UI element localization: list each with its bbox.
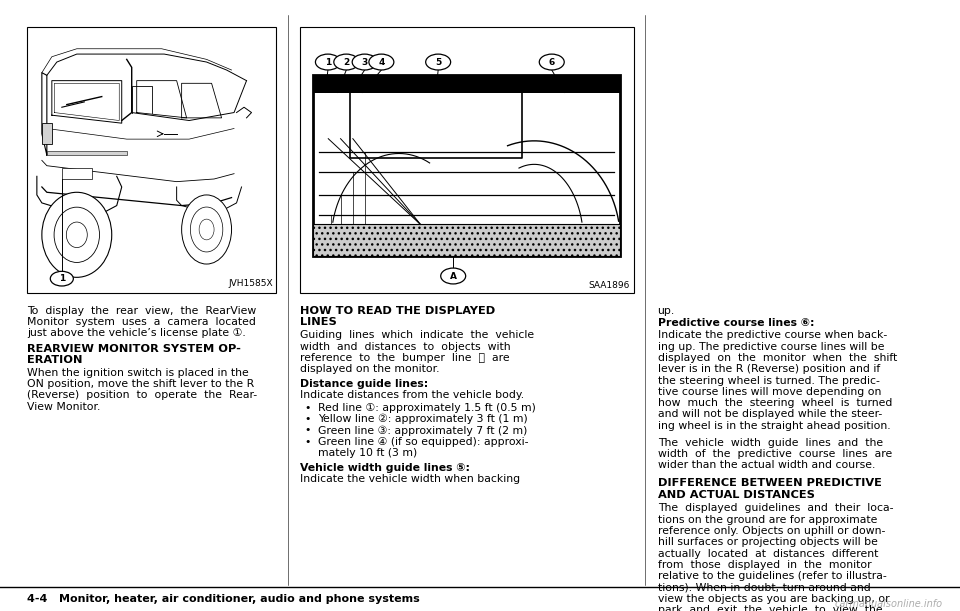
Text: •: • (304, 403, 311, 412)
Text: hill surfaces or projecting objects will be: hill surfaces or projecting objects will… (658, 537, 877, 547)
Ellipse shape (190, 207, 223, 252)
Text: SAA1896: SAA1896 (588, 280, 630, 290)
Bar (313, 75, 620, 92)
Text: 1: 1 (59, 274, 65, 283)
Bar (42, 123, 52, 144)
Bar (47, 151, 127, 155)
Text: 6: 6 (548, 57, 555, 67)
Text: REARVIEW MONITOR SYSTEM OP-: REARVIEW MONITOR SYSTEM OP- (27, 344, 241, 354)
Text: Green line ④ (if so equipped): approxi-: Green line ④ (if so equipped): approxi- (318, 437, 528, 447)
Ellipse shape (54, 207, 100, 263)
Circle shape (441, 268, 466, 284)
Circle shape (50, 271, 73, 286)
Text: Distance guide lines:: Distance guide lines: (300, 379, 429, 389)
Text: tive course lines will move depending on: tive course lines will move depending on (658, 387, 881, 397)
Circle shape (540, 54, 564, 70)
Ellipse shape (199, 219, 214, 240)
Text: lever is in the R (Reverse) position and if: lever is in the R (Reverse) position and… (658, 364, 880, 375)
Text: reference  to  the  bumper  line  Ⓐ  are: reference to the bumper line Ⓐ are (300, 353, 510, 363)
Text: 4: 4 (378, 57, 385, 67)
Text: DIFFERENCE BETWEEN PREDICTIVE: DIFFERENCE BETWEEN PREDICTIVE (658, 478, 881, 488)
Text: •: • (304, 437, 311, 447)
Bar (61, 169, 92, 179)
Text: The  displayed  guidelines  and  their  loca-: The displayed guidelines and their loca- (658, 503, 893, 513)
Text: displayed  on  the  monitor  when  the  shift: displayed on the monitor when the shift (658, 353, 897, 363)
Text: Indicate the predictive course when back-: Indicate the predictive course when back… (658, 331, 887, 340)
Text: The  vehicle  width  guide  lines  and  the: The vehicle width guide lines and the (658, 437, 883, 448)
Text: tions on the ground are for approximate: tions on the ground are for approximate (658, 514, 877, 525)
Text: Red line ①: approximately 1.5 ft (0.5 m): Red line ①: approximately 1.5 ft (0.5 m) (318, 403, 536, 412)
Text: the steering wheel is turned. The predic-: the steering wheel is turned. The predic… (658, 376, 879, 386)
Bar (300, 27, 634, 293)
Text: carmanualsonline.info: carmanualsonline.info (834, 599, 943, 609)
Bar (313, 224, 620, 256)
Text: Guiding  lines  which  indicate  the  vehicle: Guiding lines which indicate the vehicle (300, 331, 535, 340)
Text: actually  located  at  distances  different: actually located at distances different (658, 549, 878, 558)
Text: HOW TO READ THE DISPLAYED: HOW TO READ THE DISPLAYED (300, 306, 495, 315)
Text: and will not be displayed while the steer-: and will not be displayed while the stee… (658, 409, 882, 420)
Text: Indicate distances from the vehicle body.: Indicate distances from the vehicle body… (300, 390, 524, 400)
Text: Yellow line ②: approximately 3 ft (1 m): Yellow line ②: approximately 3 ft (1 m) (318, 414, 527, 425)
Circle shape (369, 54, 394, 70)
Text: view the objects as you are backing up, or: view the objects as you are backing up, … (658, 594, 889, 604)
Text: ing wheel is in the straight ahead position.: ing wheel is in the straight ahead posit… (658, 421, 890, 431)
Text: To  display  the  rear  view,  the  RearView: To display the rear view, the RearView (27, 306, 256, 315)
Circle shape (334, 54, 359, 70)
Text: ing up. The predictive course lines will be: ing up. The predictive course lines will… (658, 342, 884, 352)
Text: tions). When in doubt, turn around and: tions). When in doubt, turn around and (658, 582, 871, 593)
Text: Predictive course lines ⑥:: Predictive course lines ⑥: (658, 318, 814, 328)
Text: just above the vehicle’s license plate ①.: just above the vehicle’s license plate ①… (27, 328, 246, 338)
Text: Vehicle width guide lines ⑤:: Vehicle width guide lines ⑤: (300, 463, 470, 473)
Text: JVH1585X: JVH1585X (228, 279, 273, 288)
Circle shape (425, 54, 450, 70)
Text: •: • (304, 414, 311, 424)
Text: When the ignition switch is placed in the: When the ignition switch is placed in th… (27, 368, 249, 378)
Text: 2: 2 (343, 57, 349, 67)
Text: (Reverse)  position  to  operate  the  Rear-: (Reverse) position to operate the Rear- (27, 390, 257, 400)
Ellipse shape (181, 195, 231, 264)
Text: from  those  displayed  in  the  monitor: from those displayed in the monitor (658, 560, 872, 570)
Text: mately 10 ft (3 m): mately 10 ft (3 m) (318, 448, 417, 458)
Text: 5: 5 (435, 57, 442, 67)
Text: wider than the actual width and course.: wider than the actual width and course. (658, 460, 875, 470)
Text: relative to the guidelines (refer to illustra-: relative to the guidelines (refer to ill… (658, 571, 886, 581)
Text: displayed on the monitor.: displayed on the monitor. (300, 364, 440, 375)
Bar (313, 75, 620, 256)
Text: width  and  distances  to  objects  with: width and distances to objects with (300, 342, 511, 352)
Ellipse shape (66, 222, 87, 247)
Text: View Monitor.: View Monitor. (27, 401, 100, 412)
Text: •: • (304, 425, 311, 435)
Text: ON position, move the shift lever to the R: ON position, move the shift lever to the… (27, 379, 254, 389)
Text: 3: 3 (362, 57, 368, 67)
Circle shape (352, 54, 377, 70)
Text: 4-4   Monitor, heater, air conditioner, audio and phone systems: 4-4 Monitor, heater, air conditioner, au… (27, 594, 420, 604)
Text: 1: 1 (324, 57, 331, 67)
Ellipse shape (42, 192, 111, 277)
Bar (27, 27, 276, 293)
Text: A: A (449, 271, 457, 280)
Text: Indicate the vehicle width when backing: Indicate the vehicle width when backing (300, 474, 520, 484)
Text: width  of  the  predictive  course  lines  are: width of the predictive course lines are (658, 449, 892, 459)
Text: AND ACTUAL DISTANCES: AND ACTUAL DISTANCES (658, 490, 814, 500)
Text: Monitor  system  uses  a  camera  located: Monitor system uses a camera located (27, 316, 255, 327)
Text: ERATION: ERATION (27, 355, 83, 365)
Text: reference only. Objects on uphill or down-: reference only. Objects on uphill or dow… (658, 526, 885, 536)
Text: LINES: LINES (300, 316, 337, 327)
Text: park  and  exit  the  vehicle  to  view  the: park and exit the vehicle to view the (658, 605, 882, 611)
Text: how  much  the  steering  wheel  is  turned: how much the steering wheel is turned (658, 398, 892, 408)
Text: Green line ③: approximately 7 ft (2 m): Green line ③: approximately 7 ft (2 m) (318, 425, 527, 436)
Circle shape (316, 54, 341, 70)
Text: up.: up. (658, 306, 675, 315)
